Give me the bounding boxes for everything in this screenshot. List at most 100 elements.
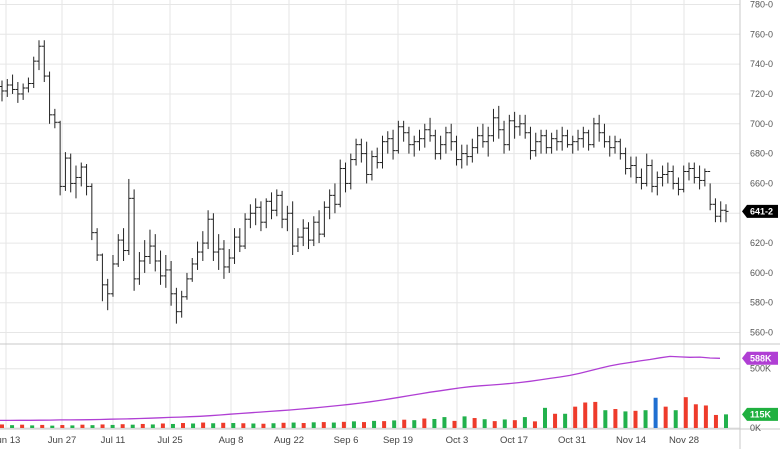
volume-bar	[20, 424, 25, 428]
date-tick-label: Aug 8	[219, 435, 244, 446]
volume-bar	[442, 417, 447, 428]
ohlc-bar	[654, 171, 660, 196]
volume-bar	[422, 418, 427, 428]
volume-bar	[241, 423, 246, 428]
ohlc-bar	[665, 162, 671, 184]
ohlc-bar	[638, 168, 644, 190]
volume-bar	[633, 410, 638, 428]
ohlc-bar	[469, 138, 475, 163]
ohlc-bar	[644, 153, 650, 187]
ohlc-bar	[295, 228, 301, 253]
date-tick-label: Sep 19	[383, 435, 413, 446]
ohlc-bar	[321, 201, 327, 238]
volume-bar	[724, 414, 728, 428]
ohlc-bar	[73, 165, 79, 199]
volume-bar	[462, 416, 467, 428]
ohlc-bar	[422, 123, 428, 148]
ohlc-bar	[327, 189, 333, 220]
ohlc-bar	[549, 132, 555, 154]
volume-bar	[281, 422, 286, 428]
ohlc-bar	[628, 156, 634, 178]
last-price-badge-text: 641-2	[750, 206, 773, 216]
ohlc-bar	[379, 135, 385, 169]
ohlc-bar	[200, 231, 206, 261]
date-tick-label: Jul 11	[101, 435, 126, 446]
volume-bar	[372, 420, 377, 428]
volume-bar	[70, 425, 75, 428]
ohlc-bar	[269, 192, 275, 220]
ohlc-bar	[633, 156, 639, 184]
ohlc-bar	[184, 272, 190, 300]
volume-bar	[321, 422, 326, 428]
price-tick-label: 660-0	[750, 178, 773, 188]
ohlc-bar	[406, 126, 412, 154]
ohlc-bar	[163, 255, 169, 288]
price-tick-label: 700-0	[750, 119, 773, 129]
price-tick-label: 720-0	[750, 89, 773, 99]
ohlc-bar	[512, 111, 518, 139]
ohlc-bar	[121, 228, 127, 261]
volume-tick-label: 500K	[750, 364, 771, 374]
volume-bar	[663, 406, 668, 428]
ohlc-bar	[216, 234, 222, 270]
volume-bar	[160, 423, 165, 428]
volume-bar	[382, 421, 387, 428]
ohlc-bar	[173, 287, 179, 324]
ohlc-bar	[68, 153, 74, 193]
volume-bar	[181, 423, 185, 428]
volume-bar	[452, 420, 457, 428]
ohlc-bar	[601, 123, 607, 148]
volume-bar	[412, 420, 417, 428]
ohlc-bar	[358, 138, 364, 163]
ohlc-bar	[712, 198, 718, 223]
volume-bar	[482, 419, 487, 428]
volume-bar	[522, 417, 527, 428]
volume-bar	[150, 424, 155, 428]
last-price-badge-shape	[742, 204, 778, 218]
volume-average-polyline	[0, 355, 721, 422]
ohlc-bar	[25, 77, 31, 93]
ohlc-bar	[395, 120, 401, 154]
ohlc-bar	[691, 162, 697, 184]
volume-bar	[563, 413, 568, 428]
ohlc-bar	[364, 141, 370, 184]
volume-bar	[90, 425, 95, 428]
ohlc-bar	[232, 228, 238, 264]
volume-bar	[30, 425, 35, 428]
ohlc-bar	[490, 108, 496, 142]
ohlc-bar	[94, 228, 100, 261]
volume-bar	[170, 423, 175, 428]
price-tick-label: 780-0	[750, 0, 773, 9]
ohlc-bar	[453, 135, 459, 166]
volume-bar	[351, 421, 356, 428]
ohlc-bar	[348, 153, 354, 190]
ohlc-bar	[702, 168, 708, 187]
ohlc-bar	[126, 178, 132, 256]
last-volume-badge: 115K	[742, 407, 778, 421]
ohlc-bar	[543, 129, 549, 154]
ohlc-bar	[168, 260, 174, 306]
ohlc-bar	[279, 190, 285, 229]
volume-bar	[593, 401, 598, 428]
volume-bar	[120, 424, 125, 428]
ohlc-bar	[147, 229, 153, 264]
date-tick-label: Oct 3	[446, 435, 469, 446]
ohlc-bar	[723, 204, 729, 223]
ohlc-bar	[247, 204, 253, 229]
ohlc-bar	[538, 129, 544, 154]
ohlc-bar	[427, 117, 433, 142]
ohlc-bar	[390, 129, 396, 160]
volume-bar	[693, 404, 698, 428]
ohlc-bar	[242, 213, 248, 250]
ohlc-bar	[496, 105, 502, 139]
volume-average-badge-text: 588K	[750, 353, 772, 363]
ohlc-bar	[686, 162, 692, 181]
volume-bar	[211, 423, 216, 428]
volume-bar	[301, 423, 306, 428]
ohlc-bar	[580, 126, 586, 148]
volume-bar	[603, 410, 608, 428]
volume-bar	[60, 425, 65, 428]
ohlc-bar	[136, 252, 142, 285]
